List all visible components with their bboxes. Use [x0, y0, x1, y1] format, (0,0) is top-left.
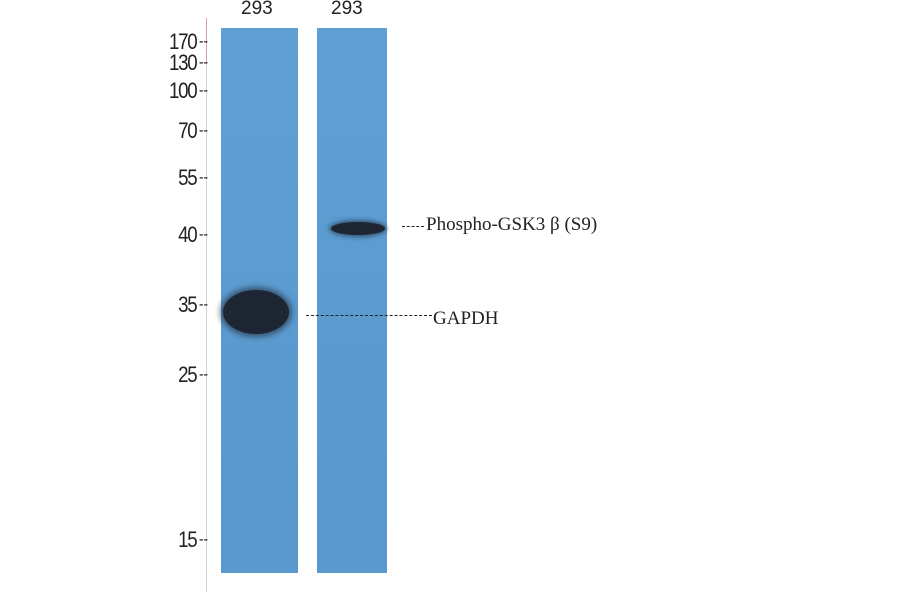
marker-dash: -- — [198, 169, 208, 186]
marker-100: 100 -- — [133, 78, 208, 103]
band-gapdh — [223, 290, 289, 334]
marker-dash: -- — [198, 54, 208, 71]
marker-axis-top — [206, 18, 207, 63]
marker-label: 40 — [178, 222, 198, 247]
marker-label: 70 — [178, 118, 198, 143]
marker-label: 15 — [178, 527, 198, 552]
marker-55: 55 -- — [133, 165, 208, 190]
gapdh-leader-line — [306, 315, 432, 316]
lane-2 — [317, 28, 387, 573]
gapdh-label: GAPDH — [433, 308, 499, 329]
lane-2-label: 293 — [331, 0, 363, 19]
phospho-gsk3b-leader-line — [402, 226, 424, 227]
marker-130: 130 -- — [133, 50, 208, 75]
band-phospho-gsk3b — [331, 222, 385, 235]
marker-label: 35 — [178, 292, 198, 317]
marker-label: 55 — [178, 165, 198, 190]
marker-170: 170 -- — [133, 29, 208, 54]
phospho-gsk3b-label: Phospho-GSK3 β (S9) — [426, 214, 598, 235]
marker-25: 25 -- — [133, 362, 208, 387]
marker-label: 100 — [169, 78, 198, 103]
marker-dash: -- — [198, 122, 208, 139]
marker-40: 40 -- — [133, 222, 208, 247]
marker-35: 35 -- — [133, 292, 208, 317]
marker-15: 15 -- — [133, 527, 208, 552]
marker-70: 70 -- — [133, 118, 208, 143]
marker-dash: -- — [198, 531, 208, 548]
marker-dash: -- — [198, 82, 208, 99]
marker-dash: -- — [198, 226, 208, 243]
marker-dash: -- — [198, 296, 208, 313]
marker-label: 130 — [169, 50, 198, 75]
marker-dash: -- — [198, 33, 208, 50]
lane-1-label: 293 — [241, 0, 273, 19]
marker-dash: -- — [198, 366, 208, 383]
marker-label: 170 — [169, 29, 198, 54]
marker-axis-line — [206, 18, 207, 592]
marker-label: 25 — [178, 362, 198, 387]
